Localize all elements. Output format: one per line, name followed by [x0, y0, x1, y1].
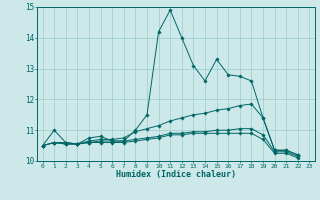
X-axis label: Humidex (Indice chaleur): Humidex (Indice chaleur): [116, 170, 236, 179]
